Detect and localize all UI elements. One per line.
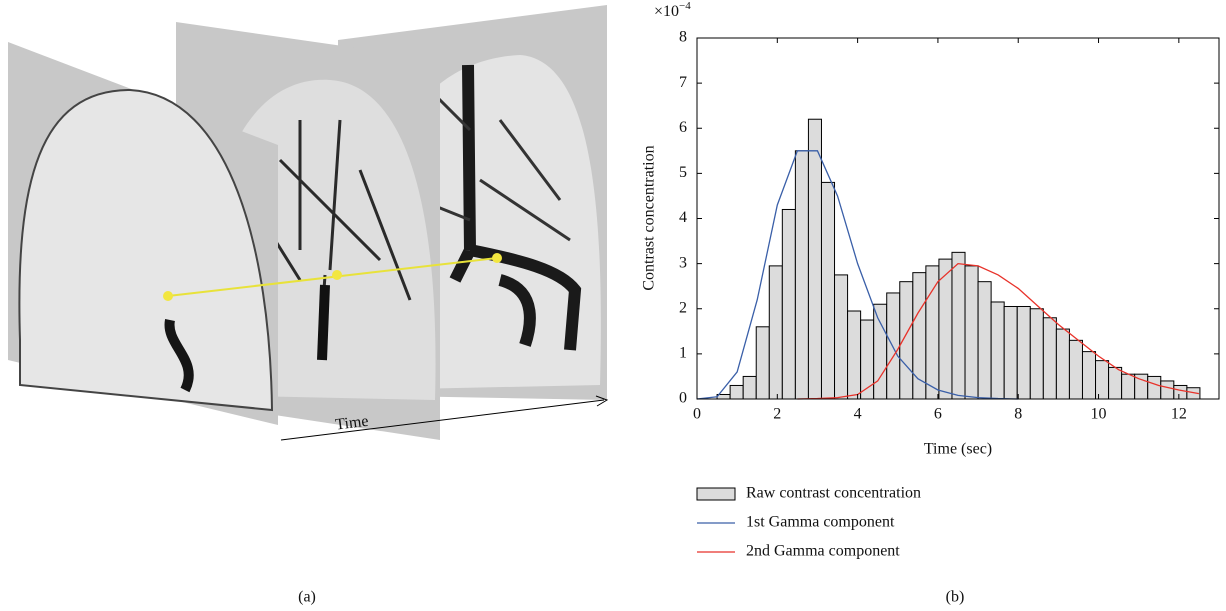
y-tick-label: 5: [679, 164, 687, 181]
legend-label: 1st Gamma component: [746, 514, 895, 531]
bar: [794, 150, 809, 400]
y-tick-label: 1: [679, 345, 687, 362]
artery-2: [317, 284, 330, 361]
point: [492, 253, 502, 263]
bar: [925, 265, 940, 400]
bar: [755, 326, 770, 400]
bar: [1095, 360, 1110, 400]
bar: [964, 265, 979, 400]
x-axis-label: Time (sec): [924, 441, 992, 458]
bar: [1068, 339, 1083, 400]
vessels-3b: [419, 88, 571, 242]
bar: [1147, 375, 1162, 400]
bar: [886, 292, 901, 400]
bar: [1003, 305, 1018, 400]
skull-1: [18, 88, 274, 412]
bar: [1029, 308, 1044, 400]
bar: [938, 258, 953, 400]
legend-swatch: [696, 487, 736, 501]
x-tick-label: 2: [773, 406, 781, 423]
x-tick-label: 6: [934, 406, 942, 423]
y-tick-label: 4: [679, 209, 687, 226]
bar: [1121, 373, 1136, 400]
legend-label: 2nd Gamma component: [746, 543, 900, 560]
y-tick-label: 6: [679, 119, 687, 136]
bar: [1173, 384, 1188, 400]
bar: [860, 319, 875, 400]
bar: [873, 303, 888, 400]
point: [332, 270, 342, 280]
caption-b: (b): [946, 589, 965, 606]
bar: [1081, 351, 1097, 400]
bar: [1055, 328, 1070, 400]
artery-1: [164, 319, 194, 393]
y-tick-label: 7: [679, 74, 687, 91]
bar: [820, 181, 836, 400]
angiography-illustration: Time: [8, 5, 609, 441]
y-axis-label: Contrast concentration: [641, 145, 658, 290]
bar: [951, 251, 966, 400]
point: [163, 291, 173, 301]
gamma-curve: [696, 150, 1019, 400]
bar: [1160, 380, 1175, 400]
bar: [781, 208, 796, 400]
y-tick-label: 2: [679, 299, 687, 316]
time-label: Time: [334, 413, 369, 434]
legend-label: Raw contrast concentration: [746, 485, 921, 502]
vessels-3: [449, 64, 582, 351]
y-tick-label: 0: [679, 390, 687, 407]
bar: [1016, 305, 1031, 400]
bar: [1108, 366, 1123, 400]
bar: [977, 281, 992, 400]
x-tick-label: 0: [693, 406, 701, 423]
arrow-head: [595, 395, 609, 407]
bar: [834, 274, 849, 400]
bar: [847, 310, 862, 400]
y-multiplier: ×10−4: [654, 0, 691, 20]
bar: [990, 301, 1005, 400]
bar: [729, 384, 744, 400]
x-tick-label: 10: [1091, 406, 1107, 423]
x-tick-label: 8: [1014, 406, 1022, 423]
time-arrow: [280, 399, 605, 441]
bar: [768, 265, 783, 400]
y-multiplier-exponent: −4: [679, 0, 691, 12]
bar: [742, 375, 757, 400]
bar: [1042, 317, 1057, 400]
bar: [807, 118, 822, 400]
gamma-curve: [797, 262, 1200, 400]
y-multiplier-base: ×10: [654, 3, 679, 20]
caption-a: (a): [298, 589, 316, 606]
y-tick-label: 8: [679, 29, 687, 46]
x-tick-label: 4: [854, 406, 862, 423]
x-tick-label: 12: [1171, 406, 1187, 423]
bar: [899, 281, 914, 400]
y-tick-label: 3: [679, 254, 687, 271]
